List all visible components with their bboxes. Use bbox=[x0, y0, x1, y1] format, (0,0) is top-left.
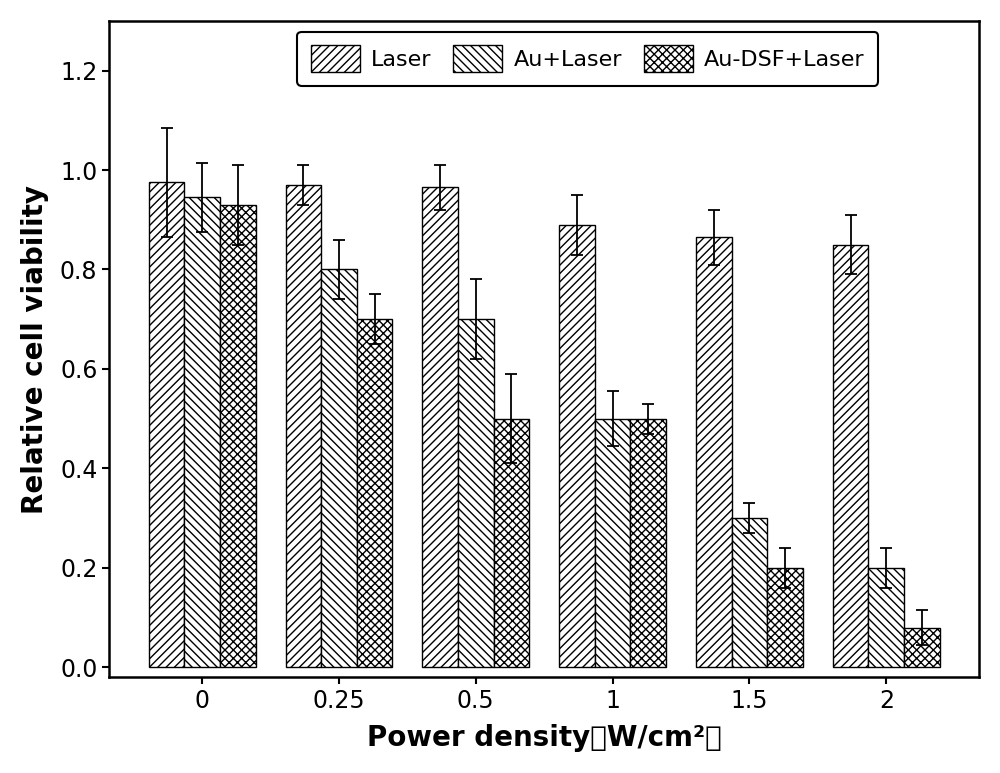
Bar bbox=[286, 185, 321, 667]
Bar bbox=[422, 187, 458, 667]
Bar bbox=[767, 568, 803, 667]
Bar bbox=[904, 628, 940, 667]
Bar bbox=[630, 419, 666, 667]
Bar bbox=[220, 205, 256, 667]
X-axis label: Power density（W/cm²）: Power density（W/cm²） bbox=[367, 724, 722, 752]
Bar bbox=[833, 244, 868, 667]
Bar bbox=[868, 568, 904, 667]
Bar bbox=[696, 237, 732, 667]
Bar bbox=[595, 419, 630, 667]
Bar bbox=[184, 197, 220, 667]
Bar bbox=[357, 319, 392, 667]
Bar bbox=[559, 225, 595, 667]
Bar bbox=[458, 319, 494, 667]
Legend: Laser, Au+Laser, Au-DSF+Laser: Laser, Au+Laser, Au-DSF+Laser bbox=[297, 32, 878, 86]
Bar bbox=[732, 518, 767, 667]
Bar bbox=[321, 270, 357, 667]
Y-axis label: Relative cell viability: Relative cell viability bbox=[21, 185, 49, 513]
Bar bbox=[494, 419, 529, 667]
Bar bbox=[149, 182, 184, 667]
